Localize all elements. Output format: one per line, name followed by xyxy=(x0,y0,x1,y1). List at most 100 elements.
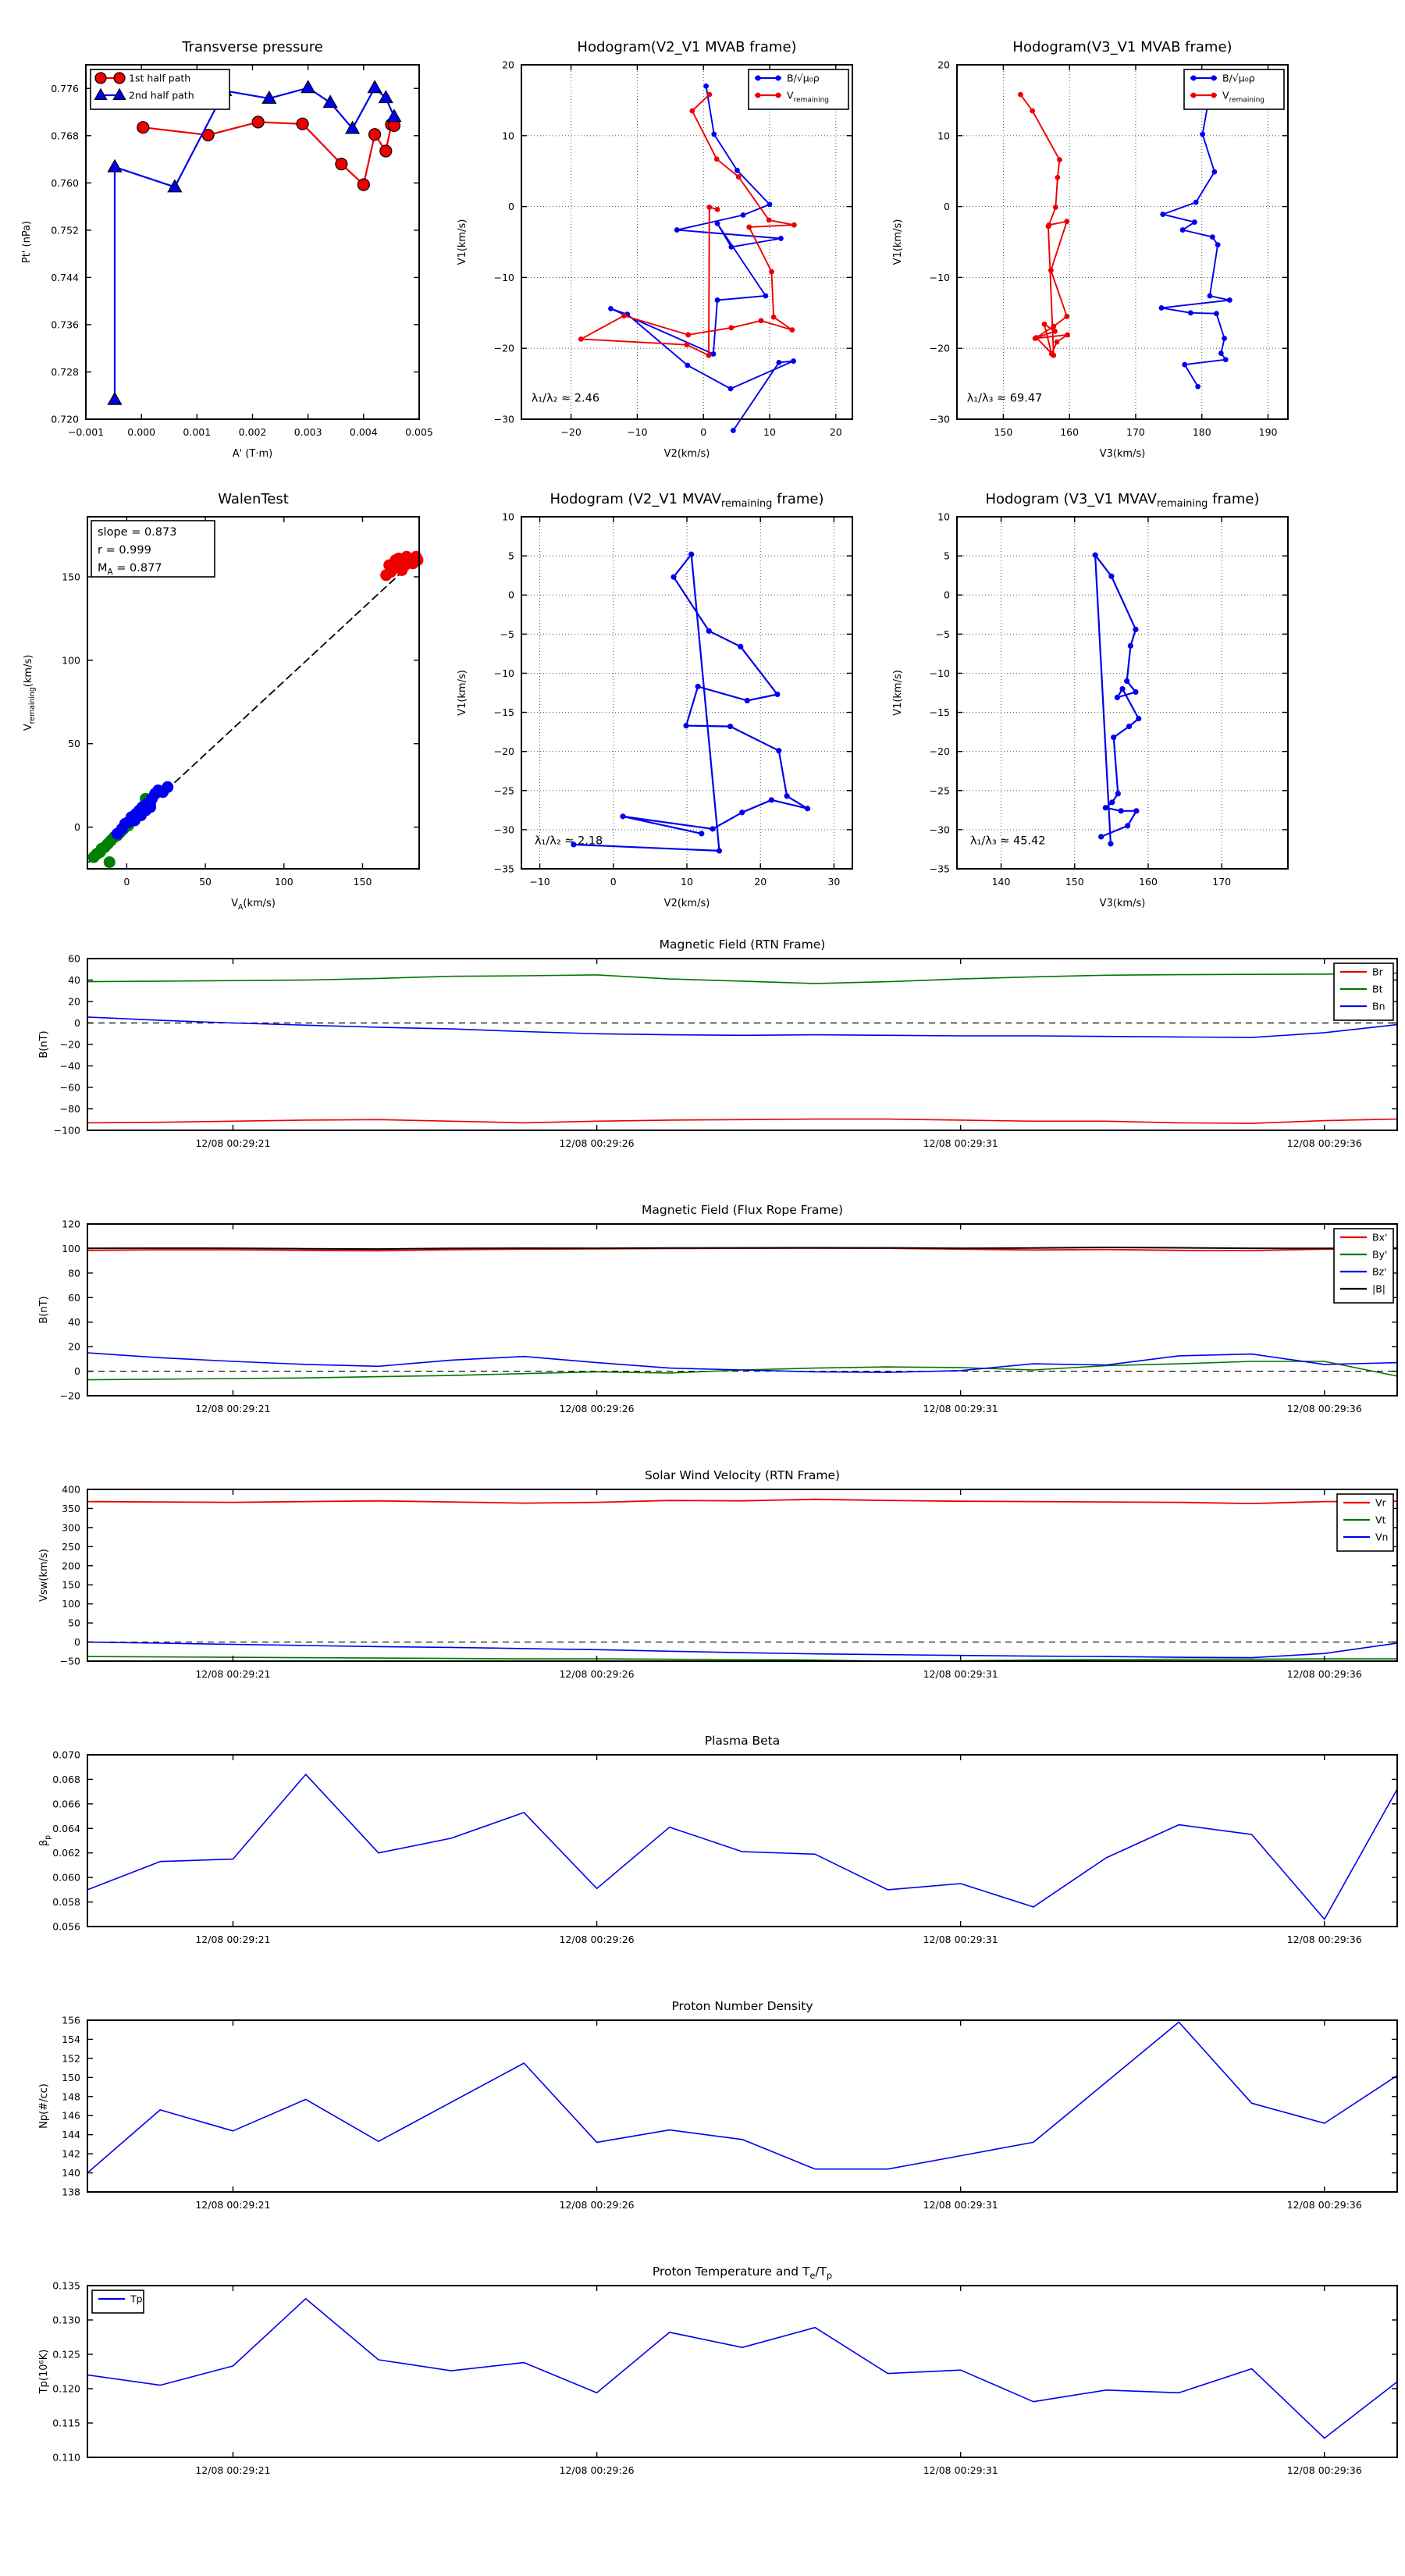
svg-text:12/08 00:29:26: 12/08 00:29:26 xyxy=(559,2464,634,2476)
svg-text:120: 120 xyxy=(62,1219,80,1230)
svg-text:150: 150 xyxy=(1065,876,1084,888)
series-Tp xyxy=(87,2297,1398,2439)
svg-text:20: 20 xyxy=(502,59,514,71)
svg-text:5: 5 xyxy=(944,550,950,562)
svg-text:0.115: 0.115 xyxy=(52,2418,80,2429)
svg-text:Np(#/cc): Np(#/cc) xyxy=(38,2083,50,2129)
svg-text:12/08 00:29:36: 12/08 00:29:36 xyxy=(1287,1137,1362,1149)
svg-text:−30: −30 xyxy=(930,824,950,835)
svg-text:144: 144 xyxy=(62,2129,80,2140)
svg-text:B/√μ₀ρ: B/√μ₀ρ xyxy=(1222,73,1255,84)
svg-text:10: 10 xyxy=(937,130,950,141)
svg-text:100: 100 xyxy=(62,654,80,666)
svg-text:146: 146 xyxy=(62,2110,80,2122)
svg-text:12/08 00:29:31: 12/08 00:29:31 xyxy=(923,2199,998,2211)
svg-text:200: 200 xyxy=(62,1560,80,1571)
svg-text:Vsw(km/s): Vsw(km/s) xyxy=(38,1549,50,1602)
svg-text:0.001: 0.001 xyxy=(183,426,211,438)
svg-text:170: 170 xyxy=(1212,876,1231,888)
svg-text:0: 0 xyxy=(74,1017,80,1029)
svg-text:B/√μ₀ρ: B/√μ₀ρ xyxy=(787,73,820,84)
svg-text:−5: −5 xyxy=(500,628,514,640)
series-B-sqrt-mu0rho xyxy=(1161,85,1231,388)
svg-text:−0.001: −0.001 xyxy=(68,426,104,438)
svg-text:−40: −40 xyxy=(60,1060,80,1072)
svg-text:10: 10 xyxy=(763,426,776,438)
panel-walen-test: 0 50 100 150 0 50 100 150 WalenTest VA​(km/s) Vrem… xyxy=(23,491,424,912)
svg-text:V3(km/s): V3(km/s) xyxy=(1100,448,1146,460)
svg-text:12/08 00:29:36: 12/08 00:29:36 xyxy=(1287,1934,1362,1945)
svg-text:0.736: 0.736 xyxy=(51,318,79,330)
series-B-sqrt-mu0rho xyxy=(610,85,795,432)
svg-text:140: 140 xyxy=(62,2167,80,2179)
svg-text:0.058: 0.058 xyxy=(52,1896,80,1908)
panel-title: Transverse pressure xyxy=(181,39,323,55)
panel-hodogram-v3v1-mvab: 150 160 170 180 190 −30 −20 −10 0 10 20 Hodogram(V3… xyxy=(892,39,1289,460)
svg-text:10: 10 xyxy=(502,511,514,523)
svg-text:0.720: 0.720 xyxy=(51,414,79,425)
panel-title: Hodogram(V3_V1 MVAB frame) xyxy=(1012,39,1232,55)
svg-text:0.125: 0.125 xyxy=(52,2349,80,2361)
svg-text:0.768: 0.768 xyxy=(51,130,79,141)
svg-text:0.064: 0.064 xyxy=(52,1823,80,1834)
svg-text:Pt' (nPa): Pt' (nPa) xyxy=(21,221,33,263)
svg-text:−25: −25 xyxy=(494,785,514,796)
svg-text:−50: −50 xyxy=(60,1656,80,1667)
svg-text:40: 40 xyxy=(68,974,80,986)
svg-text:r = 0.999: r = 0.999 xyxy=(98,544,151,557)
panel-hodogram-v2v1-mvav: −10 0 10 20 30 −35 −30 −25 −20 −15 −10 −5 0 5 10 Hodogr… xyxy=(457,491,853,909)
svg-text:300: 300 xyxy=(62,1521,80,1533)
series-Vr xyxy=(87,1498,1398,1504)
svg-text:12/08 00:29:21: 12/08 00:29:21 xyxy=(195,1934,270,1945)
scatter-outbound-points xyxy=(380,550,424,582)
panel-title: Hodogram(V2_V1 MVAB frame) xyxy=(577,39,796,55)
series-Vn xyxy=(87,1641,1398,1659)
svg-text:MA​ = 0.877: MA​ = 0.877 xyxy=(98,562,162,577)
series-Br xyxy=(87,1118,1398,1124)
svg-text:30: 30 xyxy=(827,876,840,888)
legend: Br Bt Bn xyxy=(1333,962,1394,1021)
series-Bz-prime xyxy=(87,1352,1398,1373)
svg-text:0.060: 0.060 xyxy=(52,1872,80,1884)
svg-text:−10: −10 xyxy=(930,272,950,283)
panel-hodogram-v2v1-mvab: −20 −10 0 10 20 −30 −20 −10 0 10 20 Hodogram(V2_V1 … xyxy=(457,39,853,460)
svg-text:−20: −20 xyxy=(494,745,514,757)
svg-text:Vt: Vt xyxy=(1375,1514,1386,1526)
legend: 1st half path 2nd half path xyxy=(90,69,230,110)
annotation-text: λ₁/λ₂ ≈ 2.18 xyxy=(535,834,603,847)
svg-text:−20: −20 xyxy=(930,745,950,757)
svg-text:0.135: 0.135 xyxy=(52,2280,80,2292)
svg-text:−10: −10 xyxy=(494,272,514,283)
series-Bn xyxy=(87,1016,1398,1038)
svg-text:100: 100 xyxy=(275,876,293,888)
series-V-remaining xyxy=(1019,94,1069,357)
annotation-text: λ₁/λ₃ ≈ 69.47 xyxy=(967,392,1043,404)
svg-text:0.130: 0.130 xyxy=(52,2314,80,2326)
svg-text:12/08 00:29:21: 12/08 00:29:21 xyxy=(195,2199,270,2211)
svg-text:142: 142 xyxy=(62,2148,80,2160)
panel-magnetic-field-flux-rope: 12/08 00:29:21 12/08 00:29:26 12/08 00:29:… xyxy=(38,1203,1398,1414)
annotation-text: λ₁/λ₂ ≈ 2.46 xyxy=(532,392,599,404)
svg-text:150: 150 xyxy=(62,2072,80,2083)
svg-text:slope = 0.873: slope = 0.873 xyxy=(98,526,176,539)
svg-text:160: 160 xyxy=(1060,426,1079,438)
svg-text:Vn: Vn xyxy=(1375,1532,1388,1543)
series-second-half-path xyxy=(113,87,396,401)
svg-text:12/08 00:29:26: 12/08 00:29:26 xyxy=(559,1934,634,1945)
panel-title: Hodogram (V2_V1 MVAVremaining​ frame) xyxy=(550,491,823,510)
legend: Tp xyxy=(91,2290,144,2314)
svg-text:Vremaining​(km/s): Vremaining​(km/s) xyxy=(23,655,37,731)
legend: B/√μ₀ρ Vremaining​ xyxy=(1183,69,1285,110)
svg-text:140: 140 xyxy=(992,876,1011,888)
svg-text:Br: Br xyxy=(1372,966,1384,978)
svg-text:0.062: 0.062 xyxy=(52,1847,80,1859)
svg-text:Bt: Bt xyxy=(1372,984,1383,995)
annotation-text: λ₁/λ₃ ≈ 45.42 xyxy=(970,834,1046,847)
svg-text:−35: −35 xyxy=(494,863,514,875)
svg-text:−35: −35 xyxy=(930,863,950,875)
svg-text:12/08 00:29:31: 12/08 00:29:31 xyxy=(923,1403,998,1414)
panel-proton-temperature: 12/08 00:29:21 12/08 00:29:26 12/08 00:29:… xyxy=(38,2265,1398,2476)
series-beta-p xyxy=(87,1774,1398,1920)
svg-text:−15: −15 xyxy=(930,706,950,718)
svg-text:−10: −10 xyxy=(627,426,647,438)
